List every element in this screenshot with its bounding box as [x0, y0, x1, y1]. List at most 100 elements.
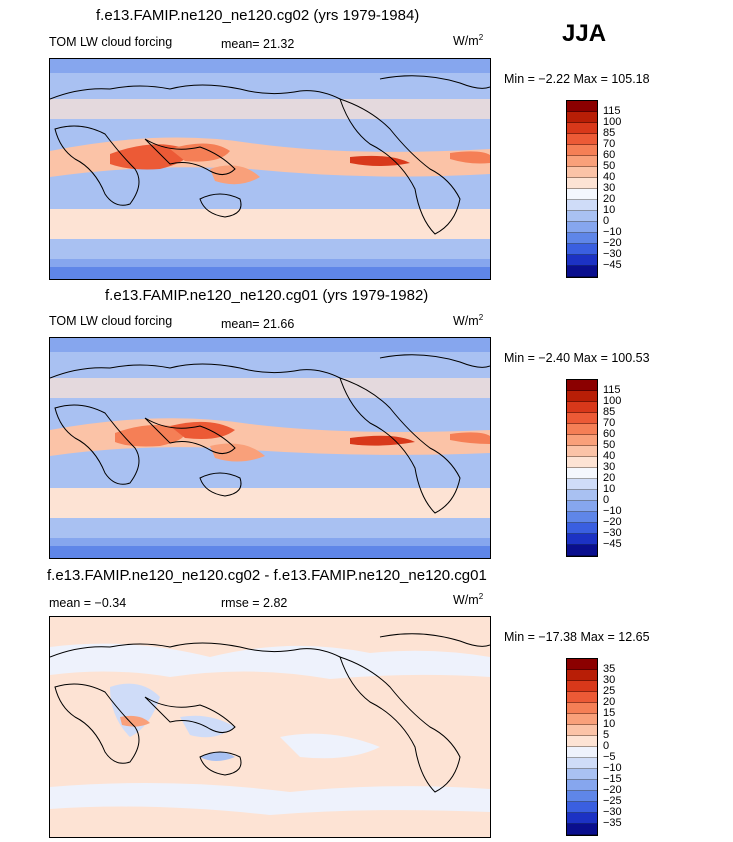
panel3-colorbar-tick-label: −35 [603, 817, 622, 829]
panel3-colorbar-swatch [567, 692, 597, 703]
panel3-colorbar-swatch [567, 725, 597, 736]
panel2-colorbar-tick-label: 20 [603, 472, 616, 484]
panel2-map-field [50, 338, 490, 558]
panel1-colorbar-swatch [567, 123, 597, 134]
panel3-map [49, 616, 491, 838]
panel3-colorbar-swatch [567, 802, 597, 813]
panel2-units: W/m2 [453, 313, 484, 329]
panel2-colorbar-tick-label: −45 [603, 538, 622, 550]
panel2-colorbar-swatch [567, 512, 597, 523]
panel2-coastlines [50, 354, 490, 514]
panel3-minmax: Min = −17.38 Max = 12.65 [504, 630, 650, 644]
panel2-map [49, 337, 491, 559]
panel3-colorbar-swatch [567, 670, 597, 681]
panel2-colorbar-swatch [567, 545, 597, 556]
panel2-mean-label: mean= 21.66 [221, 317, 295, 331]
panel3-colorbar: 35 30 25 20 15 10 5 0 −5 −10 −15 −20 −25 −30 −35 [566, 658, 622, 836]
panel3-colorbar-tick-label: −15 [603, 773, 622, 785]
panel1-colorbar-swatch [567, 200, 597, 211]
panel1-colorbar-swatch [567, 112, 597, 123]
panel1-colorbar-tick-label: −45 [603, 259, 622, 271]
panel2-minmax: Min = −2.40 Max = 100.53 [504, 351, 650, 365]
panel1-variable-label: TOM LW cloud forcing [49, 35, 173, 49]
panel2-colorbar-swatch [567, 391, 597, 402]
panel1-coastlines [50, 75, 490, 235]
panel2-colorbar-tick-label: 60 [603, 428, 616, 440]
panel3-colorbar-swatch [567, 703, 597, 714]
panel1-colorbar-swatch [567, 145, 597, 156]
panel2-colorbar-swatch [567, 490, 597, 501]
panel1-colorbar: 115 100 85 70 60 50 40 30 20 10 0 −10 −20 −30 −45 [566, 100, 622, 278]
panel2-variable-label: TOM LW cloud forcing [49, 314, 173, 328]
panel3-colorbar-swatch [567, 758, 597, 769]
panel3-units: W/m2 [453, 592, 484, 608]
panel1-colorbar-tick-label: 10 [603, 204, 616, 216]
panel1-colorbar-tick-label: 0 [603, 215, 610, 227]
panel2-colorbar-tick-label: 30 [603, 461, 616, 473]
panel2-colorbar-tick-label: −10 [603, 505, 622, 517]
panel1-colorbar-tick-label: 30 [603, 182, 616, 194]
panel1-colorbar-tick-label: 60 [603, 149, 616, 161]
panel2-colorbar-tick-label: 70 [603, 417, 616, 429]
panel1-colorbar-tick-label: 85 [603, 127, 616, 139]
panel2-colorbar-tick-label: 10 [603, 483, 616, 495]
panel3-rmse-label: rmse = 2.82 [221, 596, 288, 610]
panel3-colorbar-tick-label: −5 [603, 751, 616, 763]
panel2-colorbar-tick-label: 40 [603, 450, 616, 462]
panel1-colorbar-tick-label: 20 [603, 193, 616, 205]
panel3-colorbar-swatch [567, 791, 597, 802]
panel2-colorbar-swatch [567, 468, 597, 479]
panel3-colorbar-tick-label: −20 [603, 784, 622, 796]
panel3-colorbar-tick-label: −30 [603, 806, 622, 818]
panel2-colorbar-swatch [567, 446, 597, 457]
panel3-colorbar-tick-label: 20 [603, 696, 616, 708]
panel3-colorbar-swatch [567, 769, 597, 780]
panel1-colorbar-tick-label: 100 [603, 116, 622, 128]
panel2-colorbar-swatch [567, 380, 597, 391]
panel1-units: W/m2 [453, 33, 484, 49]
panel3-colorbar-swatch [567, 714, 597, 725]
panel1-colorbar-swatch [567, 255, 597, 266]
panel1-colorbar-swatch [567, 156, 597, 167]
panel1-map-field [50, 59, 490, 279]
panel1-mean-label: mean= 21.32 [221, 37, 295, 51]
panel3-colorbar-tick-label: 5 [603, 729, 610, 741]
panel2-colorbar-tick-label: −20 [603, 516, 622, 528]
panel1-colorbar-swatch [567, 178, 597, 189]
panel2-colorbar-swatch [567, 402, 597, 413]
panel1-colorbar-tick-label: 70 [603, 138, 616, 150]
panel1-colorbar-swatch [567, 244, 597, 255]
panel3-colorbar-swatch [567, 659, 597, 670]
panel3-colorbar-tick-label: 30 [603, 674, 616, 686]
panel2-colorbar-tick-label: 50 [603, 439, 616, 451]
panel3-colorbar-swatch [567, 824, 597, 835]
panel3-colorbar-tick-label: 15 [603, 707, 616, 719]
panel2-colorbar-tick-label: 115 [603, 384, 621, 396]
panel1-colorbar-swatch [567, 211, 597, 222]
panel3-coastlines [50, 633, 490, 793]
panel1-minmax: Min = −2.22 Max = 105.18 [504, 72, 650, 86]
panel3-title: f.e13.FAMIP.ne120_ne120.cg02 - f.e13.FAM… [47, 567, 487, 584]
panel1-colorbar-swatch [567, 189, 597, 200]
panel1-colorbar-swatch [567, 167, 597, 178]
panel3-colorbar-swatch [567, 747, 597, 758]
panel2-colorbar-tick-label: 100 [603, 395, 622, 407]
panel2-colorbar-swatch [567, 424, 597, 435]
panel1-colorbar-tick-label: −10 [603, 226, 622, 238]
panel3-colorbar-tick-label: 25 [603, 685, 616, 697]
panel3-mean-label: mean = −0.34 [49, 596, 127, 610]
panel3-colorbar-swatch [567, 813, 597, 824]
season-label: JJA [562, 20, 607, 47]
panel2-colorbar-swatch [567, 435, 597, 446]
panel2-colorbar-swatch [567, 534, 597, 545]
panel1-colorbar-swatch [567, 134, 597, 145]
panel1-colorbar-tick-label: −30 [603, 248, 622, 260]
panel2-colorbar-swatch [567, 501, 597, 512]
panel2-colorbar-swatch [567, 413, 597, 424]
panel1-colorbar-swatch [567, 222, 597, 233]
panel1-colorbar-tick-label: −20 [603, 237, 622, 249]
panel1-colorbar-swatch [567, 101, 597, 112]
panel3-map-field [50, 617, 490, 837]
panel1-colorbar-swatch [567, 266, 597, 277]
panel2-title: f.e13.FAMIP.ne120_ne120.cg01 (yrs 1979-1… [105, 287, 429, 304]
